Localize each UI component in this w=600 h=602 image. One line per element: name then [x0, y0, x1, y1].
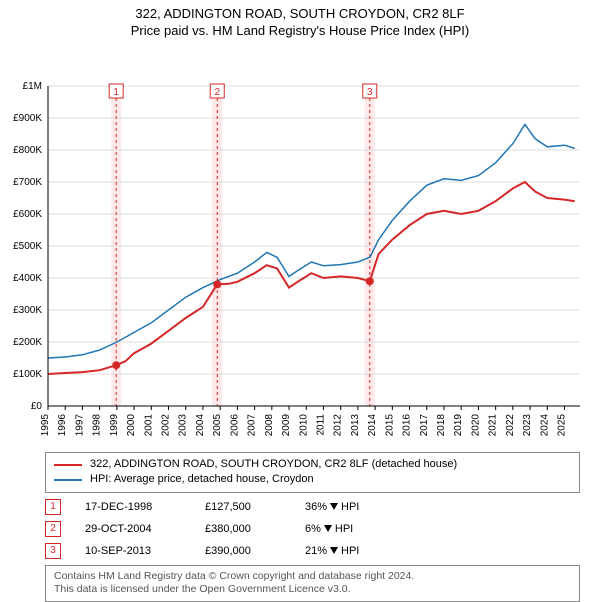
svg-text:3: 3 — [367, 87, 373, 98]
svg-text:2014: 2014 — [367, 414, 378, 437]
svg-text:2: 2 — [214, 87, 220, 98]
arrow-down-icon — [330, 547, 338, 554]
sale-delta: 36% HPI — [305, 501, 359, 513]
svg-text:2015: 2015 — [384, 414, 395, 437]
svg-text:£400K: £400K — [13, 273, 42, 284]
svg-text:1: 1 — [113, 87, 119, 98]
svg-text:£500K: £500K — [13, 241, 42, 252]
svg-text:2003: 2003 — [178, 414, 189, 437]
svg-text:1997: 1997 — [74, 414, 85, 437]
sale-price: £390,000 — [205, 545, 305, 557]
svg-text:2002: 2002 — [161, 414, 172, 437]
svg-text:£200K: £200K — [13, 337, 42, 348]
price-chart: £0 £100K £200K £300K £400K £500K £600K £700K £80… — [0, 38, 600, 448]
svg-text:£1M: £1M — [23, 81, 42, 92]
legend-swatch-property — [54, 464, 82, 466]
svg-text:2010: 2010 — [298, 414, 309, 437]
svg-text:2013: 2013 — [350, 414, 361, 437]
sale-date: 29-OCT-2004 — [85, 523, 205, 535]
footer-line-2: This data is licensed under the Open Gov… — [54, 583, 571, 597]
svg-text:2006: 2006 — [229, 414, 240, 437]
svg-text:£900K: £900K — [13, 113, 42, 124]
svg-text:1998: 1998 — [92, 414, 103, 437]
legend-swatch-hpi — [54, 479, 82, 481]
svg-text:2016: 2016 — [402, 414, 413, 437]
legend-box: 322, ADDINGTON ROAD, SOUTH CROYDON, CR2 … — [45, 452, 580, 493]
svg-text:2022: 2022 — [505, 414, 516, 437]
sale-date: 10-SEP-2013 — [85, 545, 205, 557]
sale-price: £127,500 — [205, 501, 305, 513]
sale-marker-icon: 1 — [45, 499, 61, 515]
svg-text:£0: £0 — [31, 401, 43, 412]
svg-text:2017: 2017 — [419, 414, 430, 437]
arrow-down-icon — [324, 525, 332, 532]
sale-delta: 21% HPI — [305, 545, 359, 557]
footer-box: Contains HM Land Registry data © Crown c… — [45, 565, 580, 602]
svg-text:£600K: £600K — [13, 209, 42, 220]
footer-line-1: Contains HM Land Registry data © Crown c… — [54, 570, 571, 584]
svg-text:2011: 2011 — [315, 414, 326, 436]
legend-label-property: 322, ADDINGTON ROAD, SOUTH CROYDON, CR2 … — [90, 457, 457, 472]
svg-text:1995: 1995 — [40, 414, 51, 437]
sale-date: 17-DEC-1998 — [85, 501, 205, 513]
sale-price: £380,000 — [205, 523, 305, 535]
legend-item-property: 322, ADDINGTON ROAD, SOUTH CROYDON, CR2 … — [54, 457, 571, 472]
svg-text:2000: 2000 — [126, 414, 137, 437]
svg-text:2025: 2025 — [557, 414, 568, 437]
title-subtitle: Price paid vs. HM Land Registry's House … — [0, 23, 600, 38]
svg-text:2020: 2020 — [470, 414, 481, 437]
sale-marker-icon: 2 — [45, 521, 61, 537]
chart-container: 322, ADDINGTON ROAD, SOUTH CROYDON, CR2 … — [0, 0, 600, 590]
svg-text:1996: 1996 — [57, 414, 68, 437]
svg-text:£700K: £700K — [13, 177, 42, 188]
sale-row: 3 10-SEP-2013 £390,000 21% HPI — [45, 543, 580, 559]
svg-text:1999: 1999 — [109, 414, 120, 437]
sale-row: 2 29-OCT-2004 £380,000 6% HPI — [45, 521, 580, 537]
sale-marker-icon: 3 — [45, 543, 61, 559]
svg-text:2007: 2007 — [247, 414, 258, 437]
svg-text:£300K: £300K — [13, 305, 42, 316]
sales-table: 1 17-DEC-1998 £127,500 36% HPI 2 29-OCT-… — [45, 499, 580, 559]
svg-text:2012: 2012 — [333, 414, 344, 437]
sale-delta: 6% HPI — [305, 523, 353, 535]
svg-text:2023: 2023 — [522, 414, 533, 437]
legend-label-hpi: HPI: Average price, detached house, Croy… — [90, 472, 314, 487]
svg-text:2018: 2018 — [436, 414, 447, 437]
svg-text:2004: 2004 — [195, 414, 206, 437]
title-block: 322, ADDINGTON ROAD, SOUTH CROYDON, CR2 … — [0, 0, 600, 38]
arrow-down-icon — [330, 503, 338, 510]
svg-text:2008: 2008 — [264, 414, 275, 437]
sale-row: 1 17-DEC-1998 £127,500 36% HPI — [45, 499, 580, 515]
svg-text:2019: 2019 — [453, 414, 464, 437]
svg-text:£800K: £800K — [13, 145, 42, 156]
title-address: 322, ADDINGTON ROAD, SOUTH CROYDON, CR2 … — [0, 6, 600, 21]
legend-item-hpi: HPI: Average price, detached house, Croy… — [54, 472, 571, 487]
svg-text:2021: 2021 — [488, 414, 499, 437]
svg-text:2024: 2024 — [539, 414, 550, 437]
svg-text:2009: 2009 — [281, 414, 292, 437]
svg-text:2005: 2005 — [212, 414, 223, 437]
svg-text:2001: 2001 — [143, 414, 154, 437]
svg-text:£100K: £100K — [13, 369, 42, 380]
